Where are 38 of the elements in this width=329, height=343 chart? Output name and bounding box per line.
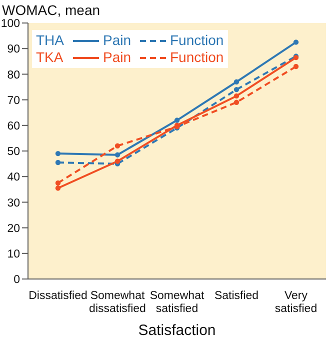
point [234, 79, 240, 84]
y-tick-label: 0 [14, 274, 20, 286]
point [293, 64, 299, 70]
legend-label: Function [170, 32, 224, 49]
y-tick-label: 40 [7, 172, 20, 184]
y-axis-title: WOMAC, mean [2, 2, 100, 18]
y-tick-label: 100 [0, 18, 20, 30]
x-axis-title: Satisfaction [138, 322, 216, 339]
x-tick-label: Satisfied [214, 290, 259, 302]
x-tick-label: Somewhat dissatisfied [89, 290, 146, 315]
y-tick-label: 60 [7, 120, 20, 132]
legend-label: Pain [103, 32, 132, 49]
point [114, 158, 120, 164]
point [55, 160, 61, 166]
x-tick-label: Somewhat satisfied [150, 290, 205, 315]
legend-label: Function [170, 49, 224, 66]
annotation: TKA [36, 49, 64, 66]
point [114, 152, 120, 158]
y-tick-label: 80 [7, 69, 20, 82]
x-tick-label: Very satisfied [274, 290, 318, 315]
point [55, 180, 61, 186]
point [234, 93, 240, 99]
point [234, 100, 240, 105]
point [114, 143, 120, 148]
point [55, 150, 61, 156]
y-tick-label: 10 [7, 248, 20, 260]
annotation: THA [36, 32, 65, 49]
y-tick-label: 20 [7, 222, 20, 235]
y-tick-label: 90 [7, 44, 20, 56]
point [55, 186, 61, 191]
y-tick-label: 50 [7, 146, 20, 158]
point [174, 118, 180, 123]
point [293, 40, 299, 45]
y-tick-label: 70 [7, 94, 20, 107]
legend-label: Pain [103, 49, 132, 66]
x-tick-label: Dissatisfied [28, 290, 88, 302]
point [234, 86, 240, 92]
y-tick-label: 30 [7, 197, 20, 210]
